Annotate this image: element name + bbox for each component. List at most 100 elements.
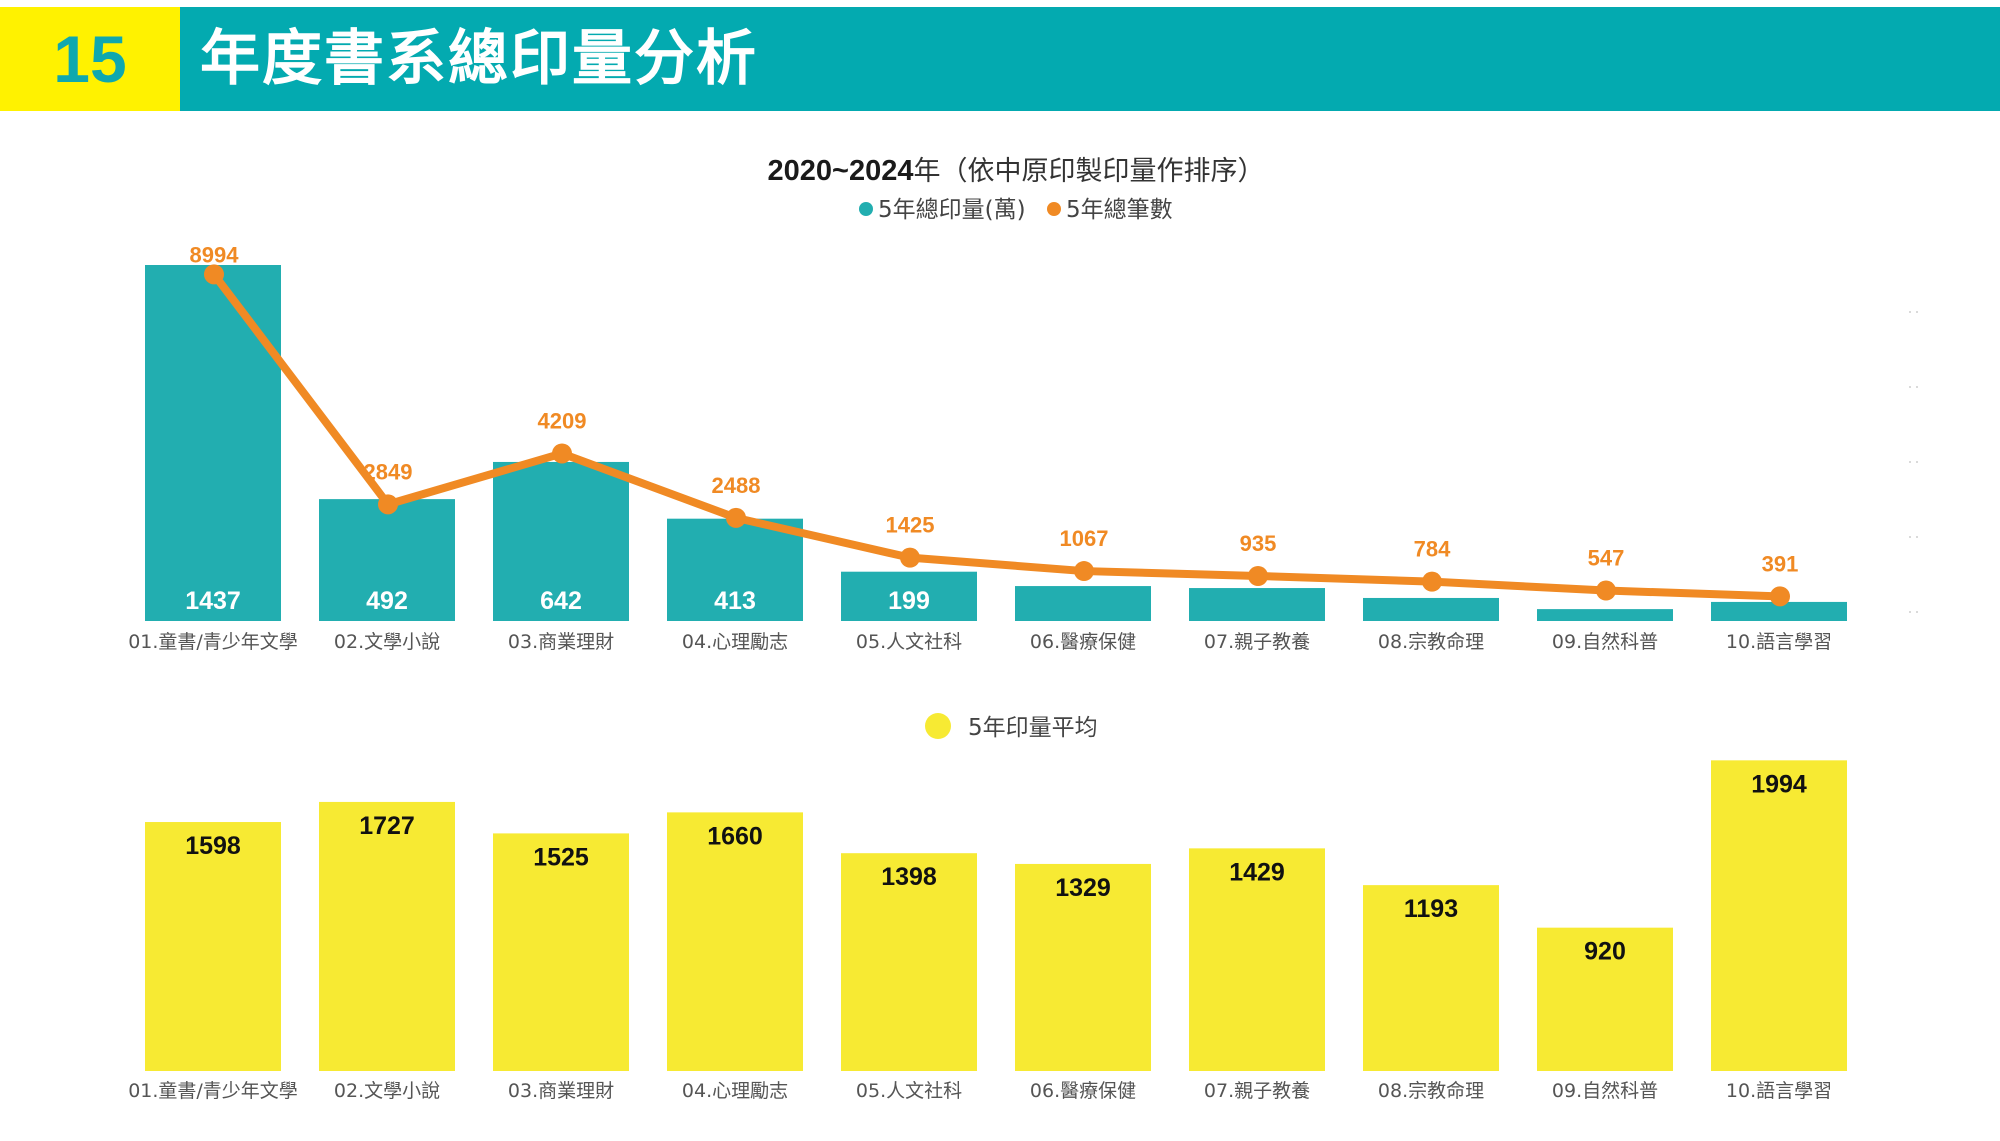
chart-title-rest: 年（依中原印製印量作排序） bbox=[913, 156, 1264, 187]
average-value-label: 1660 bbox=[707, 822, 763, 850]
count-point bbox=[1422, 571, 1442, 592]
top-line-labels: 8994 2849 4209 2488 1425 1067 935 784 547 391 bbox=[190, 242, 1799, 576]
bottom-bar-labels: 1598 1727 1525 1660 1398 1329 1429 1193 920 1994 bbox=[185, 770, 1807, 965]
average-value-label: 1994 bbox=[1751, 770, 1807, 798]
average-value-label: 1598 bbox=[185, 832, 241, 860]
average-print-bar bbox=[841, 853, 977, 1071]
category-label: 05.人文社科 bbox=[856, 631, 962, 653]
category-label: 03.商業理財 bbox=[508, 631, 614, 653]
top-bars-series bbox=[145, 265, 1847, 621]
category-label: 09.自然科普 bbox=[1552, 631, 1658, 653]
chart-title: 2020~2024年（依中原印製印量作排序） bbox=[768, 155, 1265, 187]
category-label: 04.心理勵志 bbox=[682, 1080, 788, 1102]
count-value-label: 1425 bbox=[886, 513, 935, 538]
average-print-bar bbox=[1537, 927, 1673, 1071]
count-point bbox=[204, 264, 224, 285]
category-label: 10.語言學習 bbox=[1726, 1080, 1832, 1102]
average-print-bar bbox=[493, 833, 629, 1071]
total-print-bar bbox=[1537, 609, 1673, 621]
header-bar: 15 年度書系總印量分析 bbox=[0, 7, 2000, 111]
chart-title-year: 2020~2024 bbox=[768, 155, 914, 187]
category-label: 04.心理勵志 bbox=[682, 631, 788, 653]
total-print-value-label: 1437 bbox=[185, 587, 241, 615]
category-label: 02.文學小說 bbox=[334, 631, 440, 653]
count-value-label: 4209 bbox=[538, 408, 587, 433]
average-print-bar bbox=[1189, 848, 1325, 1071]
top-category-labels: 01.童書/青少年文學 02.文學小說 03.商業理財 04.心理勵志 05.人文社科 0… bbox=[128, 631, 1832, 653]
total-print-bar bbox=[1363, 597, 1499, 621]
average-value-label: 1398 bbox=[881, 863, 937, 891]
axis-tick-dot bbox=[1909, 611, 1911, 613]
average-print-bar bbox=[1363, 885, 1499, 1071]
count-value-label: 547 bbox=[1588, 546, 1625, 571]
axis-tick-dot bbox=[1916, 311, 1918, 313]
count-point bbox=[726, 507, 746, 528]
total-print-bar bbox=[841, 571, 977, 621]
category-label: 03.商業理財 bbox=[508, 1080, 614, 1102]
axis-tick-dot bbox=[1909, 536, 1911, 538]
category-label: 01.童書/青少年文學 bbox=[128, 631, 298, 653]
count-value-label: 784 bbox=[1414, 537, 1451, 562]
average-value-label: 1329 bbox=[1055, 874, 1111, 902]
average-print-bar bbox=[667, 812, 803, 1071]
total-print-bar bbox=[1015, 586, 1151, 621]
average-value-label: 1429 bbox=[1229, 858, 1285, 886]
legend-label-count: 5年總筆數 bbox=[1066, 197, 1173, 223]
category-label: 06.醫療保健 bbox=[1030, 1080, 1136, 1102]
category-label: 07.親子教養 bbox=[1204, 631, 1310, 653]
axis-tick-dot bbox=[1916, 461, 1918, 463]
average-value-label: 1193 bbox=[1404, 895, 1458, 923]
bottom-bars-series bbox=[145, 760, 1847, 1071]
legend-label-total: 5年總印量(萬) bbox=[878, 197, 1026, 223]
category-label: 01.童書/青少年文學 bbox=[128, 1080, 298, 1102]
top-bar-labels: 1437 492 642 413 199 bbox=[185, 587, 930, 615]
legend-marker-count bbox=[1047, 202, 1061, 216]
count-point bbox=[552, 443, 572, 464]
axis-tick-dot bbox=[1909, 461, 1911, 463]
count-point bbox=[1770, 586, 1790, 607]
top-line-series bbox=[204, 264, 1790, 607]
count-value-label: 935 bbox=[1240, 531, 1277, 556]
average-print-bar bbox=[145, 822, 281, 1071]
page-title: 年度書系總印量分析 bbox=[200, 24, 758, 94]
count-value-label: 391 bbox=[1762, 551, 1799, 576]
average-value-label: 1727 bbox=[359, 812, 415, 840]
total-print-value-label: 492 bbox=[366, 587, 408, 615]
average-print-bar bbox=[319, 801, 455, 1071]
count-value-label: 1067 bbox=[1060, 526, 1109, 551]
axis-tick-dot bbox=[1909, 311, 1911, 313]
total-print-bar bbox=[667, 518, 803, 621]
count-point bbox=[1074, 561, 1094, 582]
axis-tick-dot bbox=[1916, 611, 1918, 613]
secondary-axis-ticks bbox=[1909, 311, 1918, 613]
bottom-category-labels: 01.童書/青少年文學 02.文學小說 03.商業理財 04.心理勵志 05.人文社科 0… bbox=[128, 1080, 1832, 1102]
category-label: 08.宗教命理 bbox=[1378, 1080, 1484, 1102]
count-point bbox=[900, 547, 920, 568]
total-print-bar bbox=[145, 265, 281, 621]
total-print-value-label: 642 bbox=[540, 587, 582, 615]
section-number: 15 bbox=[0, 7, 180, 111]
count-point bbox=[1596, 580, 1616, 601]
legend-marker-total bbox=[859, 202, 873, 216]
average-print-bar bbox=[1015, 863, 1151, 1071]
total-print-bar bbox=[319, 499, 455, 621]
category-label: 10.語言學習 bbox=[1726, 631, 1832, 653]
count-value-label: 8994 bbox=[190, 242, 240, 267]
category-label: 02.文學小說 bbox=[334, 1080, 440, 1102]
count-value-label: 2488 bbox=[712, 473, 761, 498]
total-print-bar bbox=[493, 461, 629, 621]
category-label: 05.人文社科 bbox=[856, 1080, 962, 1102]
bottom-legend: 5年印量平均 bbox=[925, 713, 1098, 741]
category-label: 07.親子教養 bbox=[1204, 1080, 1310, 1102]
count-point bbox=[378, 494, 398, 515]
count-value-label: 2849 bbox=[364, 459, 413, 484]
count-line bbox=[210, 270, 1784, 601]
legend-marker-average bbox=[925, 713, 951, 739]
average-print-bar bbox=[1711, 760, 1847, 1071]
total-print-value-label: 199 bbox=[888, 587, 930, 615]
total-print-value-label: 413 bbox=[714, 587, 756, 615]
top-legend: 5年總印量(萬) 5年總筆數 bbox=[859, 197, 1173, 223]
category-label: 06.醫療保健 bbox=[1030, 631, 1136, 653]
average-value-label: 920 bbox=[1584, 938, 1626, 966]
